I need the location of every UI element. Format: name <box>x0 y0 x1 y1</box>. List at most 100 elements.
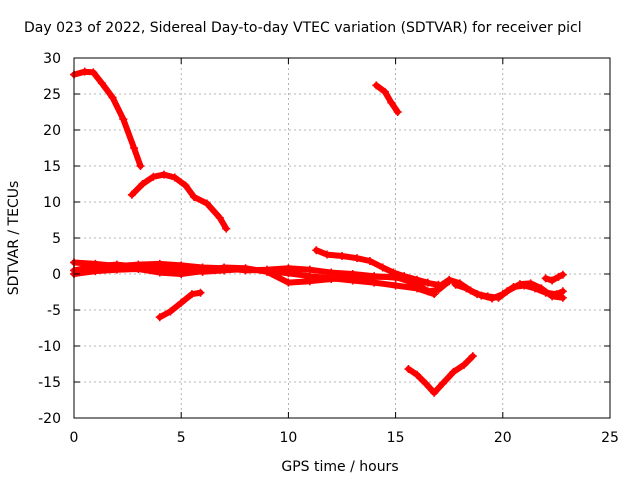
data-point <box>80 67 89 76</box>
data-point <box>353 254 362 263</box>
axis-ticks: 0 5 10 15 20 25 -20 -15 -10 -5 0 5 10 15 20 25 30 <box>38 51 619 446</box>
series-trace <box>542 271 566 284</box>
data-point <box>108 93 117 102</box>
data-point <box>91 267 100 276</box>
data-point <box>370 272 379 281</box>
data-point <box>515 280 524 289</box>
series-trace <box>405 353 476 396</box>
data-point <box>389 268 398 277</box>
data-point <box>97 79 106 88</box>
data-point <box>166 307 175 316</box>
data-point <box>537 284 546 293</box>
data-point <box>284 278 293 287</box>
series-arc-10 <box>451 279 567 302</box>
y-tick-label: 15 <box>43 159 61 175</box>
y-tick-label: 0 <box>52 267 61 283</box>
data-point <box>327 275 336 284</box>
series-arc-12 <box>404 352 477 397</box>
data-point <box>423 278 432 287</box>
y-tick-label: 5 <box>52 231 61 247</box>
data-point <box>372 81 381 90</box>
y-tick-label: 10 <box>43 195 61 211</box>
data-point <box>177 270 186 278</box>
x-tick-label: 0 <box>70 430 79 446</box>
data-point <box>241 264 250 273</box>
data-point <box>170 173 179 182</box>
data-point <box>393 108 402 116</box>
data-point <box>215 213 224 222</box>
y-tick-label: 30 <box>43 51 61 67</box>
data-point <box>305 277 314 286</box>
data-point <box>541 274 550 283</box>
data-point <box>198 267 207 276</box>
data-point <box>449 367 458 376</box>
data-point <box>112 265 121 274</box>
data-point <box>548 292 557 301</box>
y-tick-label: -5 <box>47 303 61 319</box>
x-tick-label: 15 <box>387 430 405 446</box>
data-point <box>220 263 229 272</box>
data-point <box>483 292 492 301</box>
data-point <box>177 261 186 270</box>
data-point <box>222 224 231 233</box>
data-point <box>503 287 512 296</box>
data-point <box>149 172 158 181</box>
data-point <box>451 280 460 289</box>
series-arc-1 <box>70 67 145 170</box>
x-tick-label: 25 <box>601 430 619 446</box>
series-trace <box>71 68 144 169</box>
data-point <box>187 290 196 299</box>
y-tick-label: -20 <box>38 411 61 427</box>
data-point <box>338 252 346 260</box>
data-point <box>413 275 422 284</box>
data-point <box>155 313 164 322</box>
data-point <box>460 360 469 369</box>
data-point <box>312 246 321 255</box>
data-point <box>89 68 98 77</box>
series-trace <box>313 247 431 286</box>
data-point <box>155 268 164 277</box>
data-point <box>404 365 413 374</box>
x-tick-label: 20 <box>494 430 512 446</box>
series-arc-8 <box>312 246 432 287</box>
series-arc-3 <box>372 81 402 116</box>
grid-lines <box>74 58 610 418</box>
data-point <box>378 263 387 272</box>
data-point <box>130 144 139 152</box>
data-point <box>181 181 190 190</box>
data-point <box>468 352 477 361</box>
series-trace <box>373 82 401 115</box>
x-tick-label: 5 <box>177 430 186 446</box>
y-tick-label: 20 <box>43 123 61 139</box>
data-point <box>202 199 211 208</box>
data-point <box>438 379 447 388</box>
y-tick-label: -15 <box>38 375 61 391</box>
x-axis-label: GPS time / hours <box>281 459 398 475</box>
data-point <box>127 190 136 199</box>
data-point <box>196 288 205 297</box>
data-point <box>421 379 430 388</box>
data-point <box>445 275 454 284</box>
data-point <box>348 273 357 282</box>
data-point <box>91 259 100 268</box>
data-point <box>387 98 396 107</box>
data-point <box>119 115 128 124</box>
data-point <box>400 272 409 281</box>
data-series <box>70 67 567 397</box>
data-point <box>413 370 422 379</box>
data-point <box>190 192 199 201</box>
data-point <box>473 290 482 299</box>
series-arc-4 <box>155 288 205 322</box>
data-point <box>434 282 443 291</box>
data-point <box>155 259 164 268</box>
data-point <box>160 170 169 179</box>
data-point <box>177 298 186 307</box>
data-point <box>136 162 145 170</box>
data-point <box>322 250 331 259</box>
data-point <box>462 284 471 293</box>
data-point <box>558 270 567 279</box>
data-point <box>380 87 389 96</box>
data-point <box>138 180 147 188</box>
data-point <box>558 293 567 302</box>
